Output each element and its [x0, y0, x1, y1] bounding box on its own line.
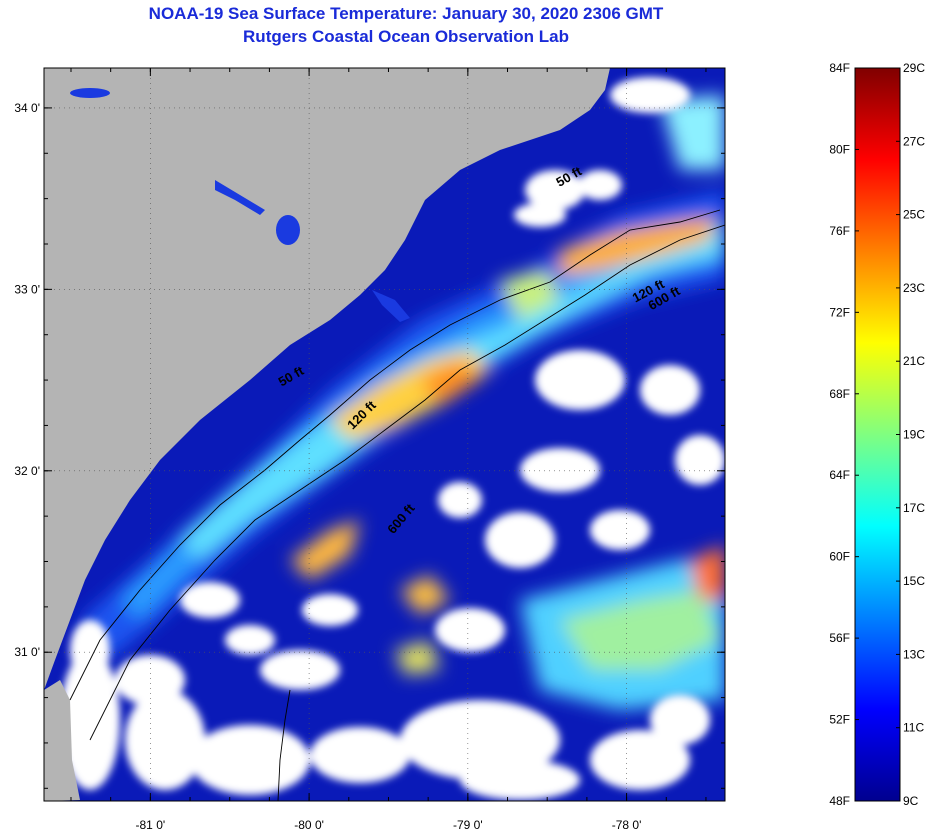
- land-area: [44, 68, 610, 690]
- map-title: NOAA-19 Sea Surface Temperature: January…: [148, 4, 664, 23]
- celsius-label: 13C: [903, 647, 925, 661]
- celsius-label: 17C: [903, 501, 925, 515]
- fahrenheit-label: 52F: [829, 713, 850, 727]
- inland-water: [70, 88, 410, 322]
- lon-tick-label: -78 0': [612, 818, 642, 832]
- celsius-label: 11C: [903, 721, 924, 735]
- celsius-label: 15C: [903, 574, 925, 588]
- colorbar-scale: [854, 67, 901, 802]
- celsius-label: 29C: [903, 61, 925, 75]
- colorbar-ticks: 84F 80F 76F 72F 68F 64F 60F 56F 52F 48F 29C 27C 25C 2…: [829, 61, 925, 808]
- fahrenheit-label: 76F: [829, 224, 850, 238]
- fahrenheit-label: 60F: [829, 550, 850, 564]
- cloud-mask: [60, 77, 725, 800]
- map-gridlines: [44, 68, 725, 801]
- fahrenheit-label: 68F: [829, 387, 850, 401]
- celsius-label: 25C: [903, 208, 925, 222]
- celsius-label: 21C: [903, 354, 925, 368]
- land-south: [44, 680, 80, 801]
- celsius-label: 23C: [903, 281, 925, 295]
- celsius-label: 9C: [903, 794, 919, 808]
- fahrenheit-label: 80F: [829, 142, 850, 156]
- lat-tick-label: 33 0': [14, 282, 40, 296]
- celsius-label: 19C: [903, 428, 925, 442]
- celsius-label: 27C: [903, 134, 925, 148]
- lat-tick-label: 32 0': [14, 464, 40, 478]
- fahrenheit-label: 48F: [829, 794, 850, 808]
- fahrenheit-label: 56F: [829, 631, 850, 645]
- temperature-field: [80, 95, 725, 710]
- fahrenheit-label: 72F: [829, 305, 850, 319]
- map-subtitle: Rutgers Coastal Ocean Observation Lab: [243, 27, 569, 46]
- fahrenheit-label: 84F: [829, 61, 850, 75]
- lon-tick-label: -79 0': [453, 818, 483, 832]
- fahrenheit-label: 64F: [829, 468, 850, 482]
- lat-tick-label: 34 0': [14, 101, 40, 115]
- map-ticks: -81 0' -80 0' -79 0' -78 0' 34 0' 33 0' 32 0' 3…: [14, 68, 725, 832]
- bathymetry-contours: [69, 209, 725, 801]
- lon-tick-label: -80 0': [294, 818, 324, 832]
- map-frame: [43, 67, 726, 802]
- lon-tick-label: -81 0': [136, 818, 166, 832]
- lat-tick-label: 31 0': [14, 645, 40, 659]
